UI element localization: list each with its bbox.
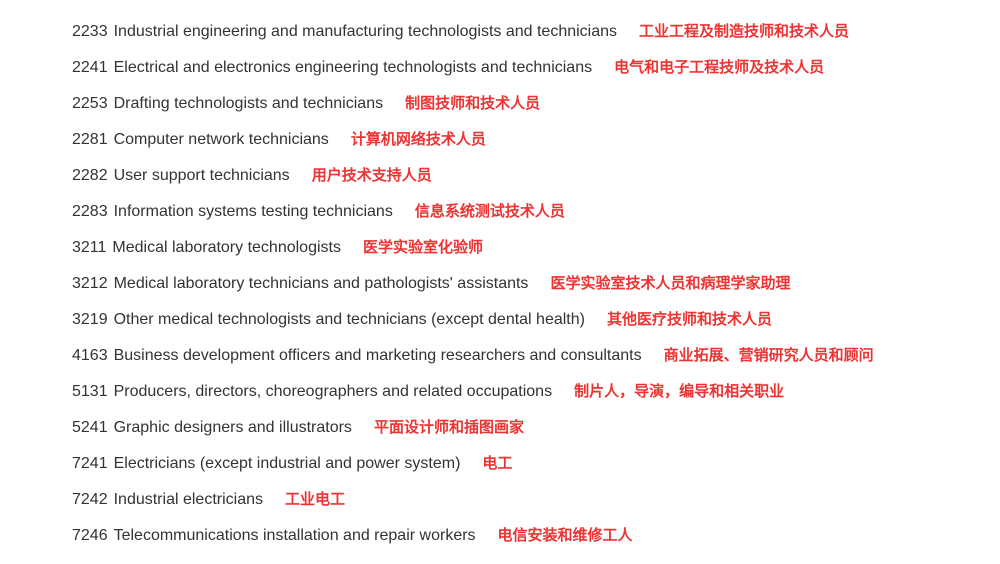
occupation-title-zh: 平面设计师和插图画家 bbox=[374, 416, 524, 437]
occupation-title-zh: 用户技术支持人员 bbox=[312, 164, 432, 185]
occupation-title-en: Producers, directors, choreographers and… bbox=[114, 383, 552, 401]
list-item: 2283 Information systems testing technic… bbox=[72, 200, 1000, 221]
occupation-code: 2241 bbox=[72, 59, 108, 77]
occupation-title-en: Drafting technologists and technicians bbox=[114, 95, 384, 113]
list-item: 2233 Industrial engineering and manufact… bbox=[72, 20, 1000, 41]
occupation-title-en: Industrial engineering and manufacturing… bbox=[114, 23, 617, 41]
occupation-code: 2283 bbox=[72, 203, 108, 221]
occupation-title-en: Electricians (except industrial and powe… bbox=[114, 455, 461, 473]
occupation-code: 2282 bbox=[72, 167, 108, 185]
occupation-title-en: Medical laboratory technicians and patho… bbox=[114, 275, 529, 293]
occupation-title-en: Business development officers and market… bbox=[114, 347, 642, 365]
list-item: 3212 Medical laboratory technicians and … bbox=[72, 272, 1000, 293]
occupation-title-en: Information systems testing technicians bbox=[114, 203, 393, 221]
occupation-title-zh: 制图技师和技术人员 bbox=[405, 92, 540, 113]
occupation-title-en: User support technicians bbox=[114, 167, 290, 185]
list-item: 2282 User support technicians 用户技术支持人员 bbox=[72, 164, 1000, 185]
occupation-title-en: Computer network technicians bbox=[114, 131, 329, 149]
occupation-title-zh: 工业电工 bbox=[285, 488, 345, 509]
occupation-title-zh: 商业拓展、营销研究人员和顾问 bbox=[664, 344, 874, 365]
list-item: 7242 Industrial electricians 工业电工 bbox=[72, 488, 1000, 509]
list-item: 3211 Medical laboratory technologists 医学… bbox=[72, 236, 1000, 257]
occupation-title-zh: 其他医疗技师和技术人员 bbox=[607, 308, 772, 329]
list-item: 5241 Graphic designers and illustrators … bbox=[72, 416, 1000, 437]
occupation-title-zh: 制片人，导演，编导和相关职业 bbox=[574, 380, 784, 401]
list-item: 7246 Telecommunications installation and… bbox=[72, 524, 1000, 545]
occupation-title-zh: 电工 bbox=[482, 452, 512, 473]
occupation-code: 2233 bbox=[72, 23, 108, 41]
list-item: 5131 Producers, directors, choreographer… bbox=[72, 380, 1000, 401]
occupation-title-zh: 医学实验室化验师 bbox=[363, 236, 483, 257]
occupation-code: 2253 bbox=[72, 95, 108, 113]
occupation-code: 7242 bbox=[72, 491, 108, 509]
list-item: 3219 Other medical technologists and tec… bbox=[72, 308, 1000, 329]
occupation-title-en: Medical laboratory technologists bbox=[112, 239, 341, 257]
occupation-code: 4163 bbox=[72, 347, 108, 365]
list-item: 2253 Drafting technologists and technici… bbox=[72, 92, 1000, 113]
occupation-title-en: Industrial electricians bbox=[114, 491, 263, 509]
occupation-code: 3211 bbox=[72, 239, 106, 257]
occupation-title-en: Telecommunications installation and repa… bbox=[114, 527, 476, 545]
list-item: 2281 Computer network technicians 计算机网络技… bbox=[72, 128, 1000, 149]
occupation-title-en: Other medical technologists and technici… bbox=[114, 311, 585, 329]
occupation-title-zh: 电气和电子工程技师及技术人员 bbox=[614, 56, 824, 77]
occupation-title-zh: 信息系统测试技术人员 bbox=[415, 200, 565, 221]
occupation-title-en: Graphic designers and illustrators bbox=[114, 419, 352, 437]
occupation-code: 2281 bbox=[72, 131, 108, 149]
occupation-code: 7246 bbox=[72, 527, 108, 545]
list-item: 2241 Electrical and electronics engineer… bbox=[72, 56, 1000, 77]
list-item: 4163 Business development officers and m… bbox=[72, 344, 1000, 365]
occupation-title-zh: 医学实验室技术人员和病理学家助理 bbox=[550, 272, 790, 293]
occupation-code: 7241 bbox=[72, 455, 108, 473]
occupation-list: 2233 Industrial engineering and manufact… bbox=[72, 20, 1000, 545]
occupation-title-zh: 电信安装和维修工人 bbox=[498, 524, 633, 545]
occupation-code: 5131 bbox=[72, 383, 108, 401]
occupation-code: 3219 bbox=[72, 311, 108, 329]
list-item: 7241 Electricians (except industrial and… bbox=[72, 452, 1000, 473]
occupation-title-en: Electrical and electronics engineering t… bbox=[114, 59, 593, 77]
occupation-title-zh: 计算机网络技术人员 bbox=[351, 128, 486, 149]
occupation-code: 3212 bbox=[72, 275, 108, 293]
occupation-code: 5241 bbox=[72, 419, 108, 437]
occupation-title-zh: 工业工程及制造技师和技术人员 bbox=[639, 20, 849, 41]
